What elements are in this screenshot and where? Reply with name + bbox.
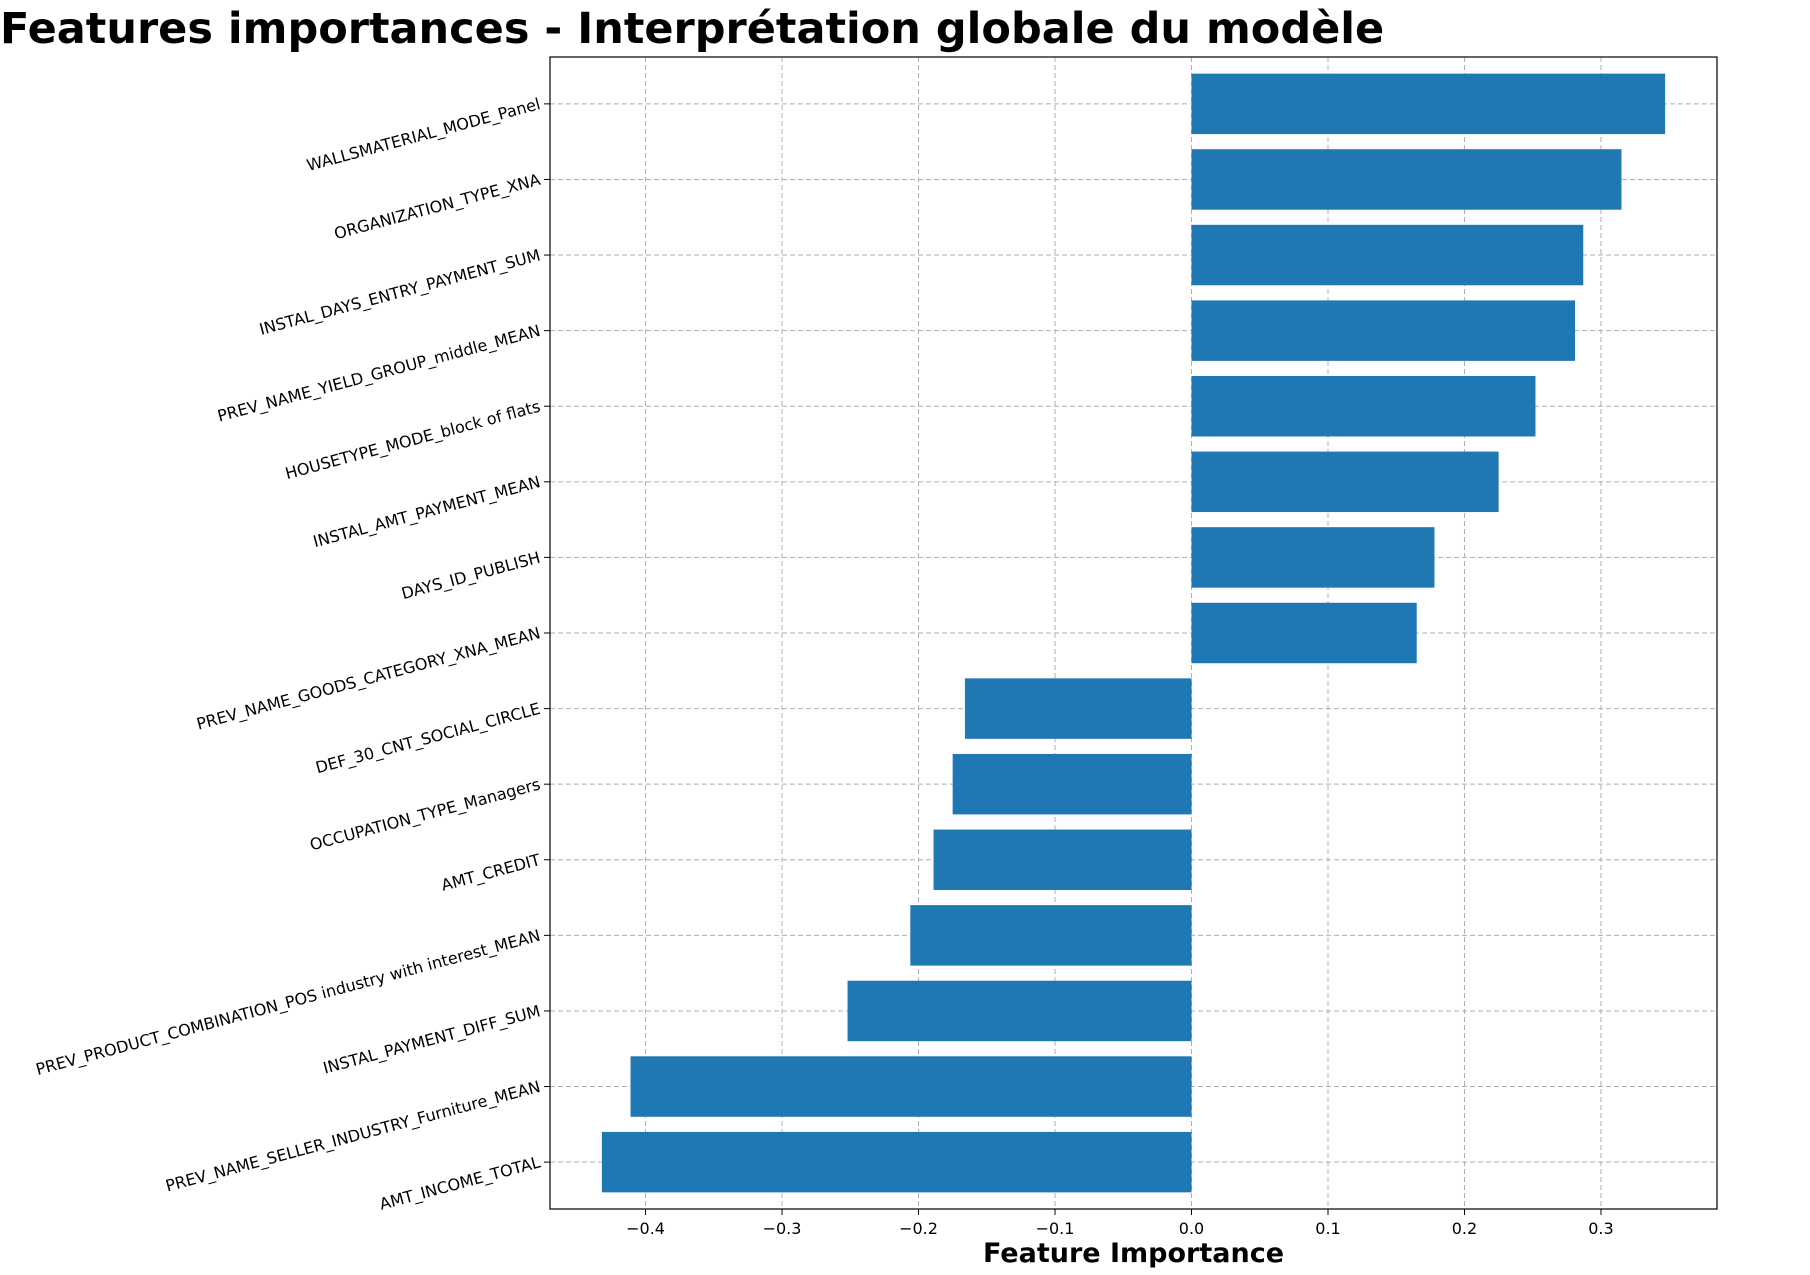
bar [1191, 224, 1584, 286]
x-tick-label: 0.1 [1315, 1219, 1340, 1238]
x-tick-label: −0.2 [899, 1219, 938, 1238]
bar [601, 1131, 1192, 1193]
bar [1191, 149, 1622, 210]
bar [933, 829, 1192, 891]
x-tick-label: 0.2 [1452, 1219, 1477, 1238]
x-axis-ticks: −0.4 −0.3 −0.2 −0.1 0.0 0.1 0.2 0.3 [626, 1209, 1614, 1238]
y-axis-ticks: WALLSMATERIAL_MODE_PanelORGANIZATION_TYP… [34, 94, 550, 1215]
y-tick-label: PREV_PRODUCT_COMBINATION_POS industry wi… [34, 926, 543, 1080]
y-tick-label: INSTAL_AMT_PAYMENT_MEAN [311, 472, 543, 552]
y-tick-label: AMT_INCOME_TOTAL [377, 1152, 542, 1214]
y-tick-label: INSTAL_PAYMENT_DIFF_SUM [321, 1001, 543, 1078]
bar [910, 905, 1192, 966]
bar [630, 1056, 1192, 1117]
x-axis-label: Feature Importance [983, 1238, 1284, 1269]
y-tick-label: ORGANIZATION_TYPE_XNA [332, 170, 543, 244]
bar [1191, 73, 1666, 135]
y-tick-label: WALLSMATERIAL_MODE_Panel [305, 94, 543, 176]
bar [847, 980, 1192, 1042]
bar [1191, 527, 1435, 588]
bars [601, 73, 1666, 1193]
y-tick-label: DEF_30_CNT_SOCIAL_CIRCLE [313, 699, 542, 778]
x-tick-label: −0.1 [1036, 1219, 1075, 1238]
bar [1191, 451, 1499, 513]
x-tick-label: 0.3 [1588, 1219, 1613, 1238]
bar [1191, 300, 1576, 361]
bar [1191, 375, 1536, 437]
bar [964, 678, 1192, 739]
y-tick-label: AMT_CREDIT [439, 850, 543, 896]
x-tick-label: −0.3 [763, 1219, 802, 1238]
y-tick-label: HOUSETYPE_MODE_block of flats [283, 397, 542, 484]
y-tick-label: OCCUPATION_TYPE_Managers [308, 775, 543, 856]
chart-title: Features importances - Interprétation gl… [0, 4, 1385, 54]
bar [952, 753, 1192, 815]
bar [1191, 602, 1417, 664]
x-tick-label: 0.0 [1179, 1219, 1204, 1238]
y-tick-label: DAYS_ID_PUBLISH [399, 548, 542, 604]
x-tick-label: −0.4 [626, 1219, 665, 1238]
y-tick-label: INSTAL_DAYS_ENTRY_PAYMENT_SUM [257, 245, 542, 339]
